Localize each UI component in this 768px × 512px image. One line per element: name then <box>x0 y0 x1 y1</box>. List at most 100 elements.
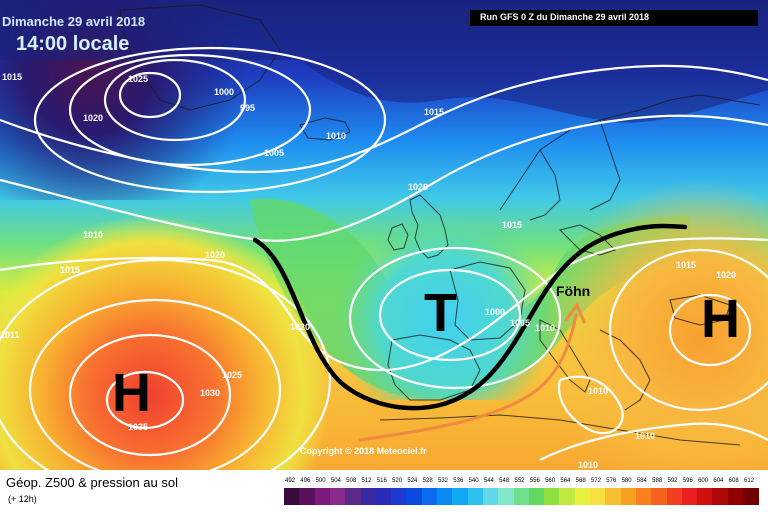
isobar-label: 1010 <box>326 131 347 141</box>
coastline-ireland <box>387 223 409 251</box>
scale-color-swatch <box>482 488 499 505</box>
scale-color-swatch <box>391 488 407 505</box>
high-west-core <box>0 210 330 470</box>
scale-color-swatch <box>544 488 560 505</box>
scale-tick-label: 588 <box>652 478 663 484</box>
isobar-label: 1015 <box>2 72 23 82</box>
scale-color-swatch <box>590 488 606 505</box>
scale-color-swatch <box>375 488 392 505</box>
scale-tick-label: 544 <box>483 478 494 484</box>
scale-tick-label: 508 <box>346 478 357 484</box>
scale-color-swatch <box>360 488 377 505</box>
scale-color-swatch <box>437 488 453 505</box>
scale-tick-label: 540 <box>468 478 479 484</box>
scale-color-swatch <box>452 488 469 505</box>
high-pressure-letter-east: H <box>701 289 740 349</box>
foehn-arrow-shaft <box>358 313 578 442</box>
map-footer: Géop. Z500 & pression au sol (+ 12h) 492… <box>0 470 768 512</box>
scale-color-swatch <box>635 488 652 505</box>
scale-tick-label: 564 <box>560 478 571 484</box>
trough-axis-line <box>252 223 688 411</box>
isobar-1010-north <box>0 64 768 174</box>
scale-tick-label: 560 <box>545 478 556 484</box>
isobar-label: 1020 <box>290 322 311 332</box>
scale-tick-label: 532 <box>437 478 448 484</box>
scale-tick-label: 572 <box>590 478 601 484</box>
north-dark-band <box>0 0 768 123</box>
scale-color-swatch <box>605 488 622 505</box>
scale-color-swatch <box>314 488 331 505</box>
scale-color-swatch <box>559 488 576 505</box>
scale-color-swatch <box>284 488 300 505</box>
isobar-label: 1015 <box>60 265 81 275</box>
isobar-high-west-1035 <box>105 370 185 430</box>
scale-color-swatch <box>666 488 683 505</box>
scale-tick-label: 512 <box>361 478 372 484</box>
isobar-label: 1005 <box>264 148 285 158</box>
coastline-scandinavia <box>499 94 761 221</box>
coastline-balkans <box>599 329 651 411</box>
isobar-low-ring1 <box>103 58 247 142</box>
scale-color-swatch <box>574 488 591 505</box>
isobar-label: 1005 <box>510 318 531 328</box>
isobar-low-ring3 <box>33 46 387 194</box>
isobar-label: 1025 <box>128 74 149 84</box>
isobar-label: 1010 <box>535 323 556 333</box>
scale-color-swatch <box>743 488 759 505</box>
scale-tick-label: 524 <box>407 478 418 484</box>
scale-tick-label: 596 <box>682 478 693 484</box>
isobar-high-west-1020 <box>0 258 332 470</box>
isobar-trough-1005 <box>348 246 562 390</box>
coastline-britain <box>409 194 449 259</box>
scale-color-swatch <box>681 488 698 505</box>
scale-tick-label: 516 <box>376 478 387 484</box>
scale-color-swatch <box>528 488 545 505</box>
isobar-label: 1015 <box>676 260 697 270</box>
isobar-label: 1010 <box>588 386 609 396</box>
scale-tick-label: 536 <box>453 478 464 484</box>
pressure-map <box>0 0 768 470</box>
scale-color-swatch <box>329 488 346 505</box>
scale-tick-label: 556 <box>529 478 540 484</box>
footer-title: Géop. Z500 & pression au sol <box>6 475 178 490</box>
isobar-high-west-1025 <box>28 298 282 470</box>
scale-color-swatch <box>498 488 514 505</box>
isobar-1015-north <box>0 114 768 242</box>
coastline-north-africa <box>379 414 741 446</box>
isobar-label: 1010 <box>635 431 656 441</box>
run-info-box <box>470 10 758 26</box>
scale-color-swatch <box>712 488 729 505</box>
scale-color-swatch <box>727 488 744 505</box>
scale-tick-label: 504 <box>330 478 341 484</box>
isobar-label: 995 <box>240 103 256 113</box>
isobar-label: 1010 <box>578 460 599 470</box>
coastline-france <box>449 261 526 341</box>
isobars <box>0 46 768 470</box>
copyright-notice: Copyright © 2018 Meteociel.fr <box>300 446 427 456</box>
isobar-label: 1020 <box>716 270 737 280</box>
scale-color-swatch <box>406 488 423 505</box>
color-scale-legend: 492 496 500 504 508 512 516 520 524 528 532 536 540 5… <box>284 478 760 508</box>
scale-tick-label: 580 <box>621 478 632 484</box>
scale-tick-label: 548 <box>499 478 510 484</box>
map-date: Dimanche 29 avril 2018 <box>2 14 146 29</box>
scale-tick-label: 552 <box>514 478 525 484</box>
scale-tick-label: 584 <box>636 478 647 484</box>
isobar-label: 1011 <box>0 330 20 340</box>
scale-tick-label: 576 <box>606 478 617 484</box>
scale-tick-label: 592 <box>667 478 678 484</box>
scale-color-swatch <box>513 488 530 505</box>
foehn-label: Föhn <box>556 283 591 299</box>
foehn-arrow-head <box>564 303 586 324</box>
isobar-label: 1020 <box>205 250 226 260</box>
isobar-label: 1000 <box>214 87 235 97</box>
scale-tick-label: 600 <box>698 478 709 484</box>
isobar-label: 1025 <box>222 370 243 380</box>
isobar-high-east-inner <box>668 293 752 367</box>
isobar-label: 1010 <box>83 230 104 240</box>
scale-tick-label: 608 <box>728 478 739 484</box>
scale-tick-label: 492 <box>284 478 295 484</box>
scale-tick-label: 612 <box>743 478 754 484</box>
scale-color-swatch <box>697 488 713 505</box>
